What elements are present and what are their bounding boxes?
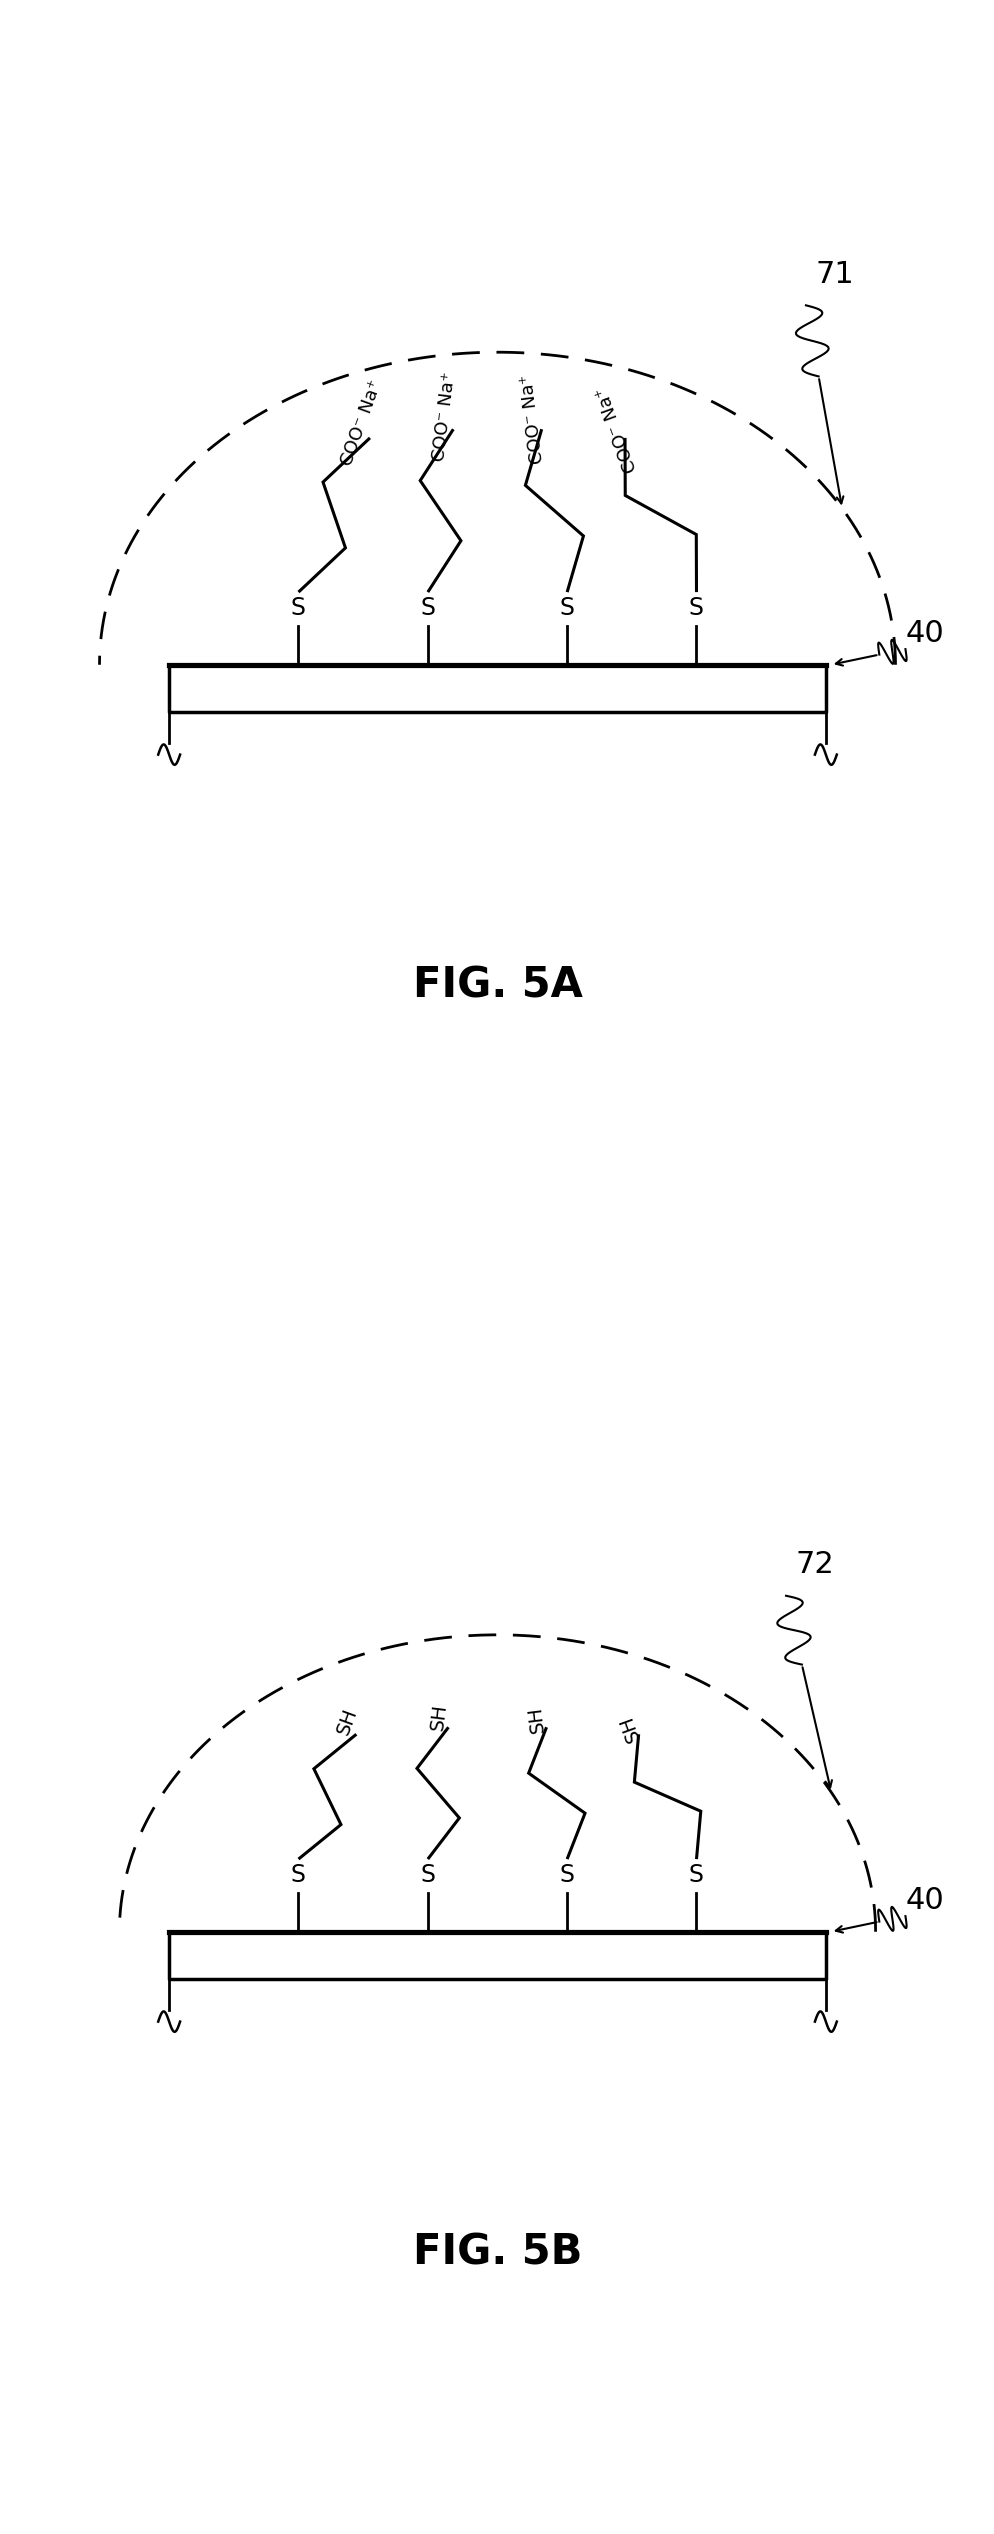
Text: SH: SH [526, 1705, 548, 1733]
Text: COO⁻ Na⁺: COO⁻ Na⁺ [337, 378, 385, 469]
Text: 72: 72 [795, 1551, 834, 1579]
Text: S: S [419, 1862, 435, 1888]
Text: 40: 40 [905, 1885, 943, 1916]
Text: COO⁻ Na⁺: COO⁻ Na⁺ [518, 372, 547, 464]
Text: SH: SH [615, 1713, 642, 1743]
Text: 71: 71 [815, 258, 854, 289]
Text: S: S [559, 595, 575, 621]
Text: SH: SH [427, 1703, 449, 1731]
Text: FIG. 5B: FIG. 5B [413, 2230, 581, 2273]
Text: 40: 40 [905, 618, 943, 649]
Text: S: S [290, 1862, 306, 1888]
Text: S: S [559, 1862, 575, 1888]
Text: S: S [290, 595, 306, 621]
Text: S: S [419, 595, 435, 621]
Text: S: S [688, 595, 704, 621]
Text: COO⁻ Na⁺: COO⁻ Na⁺ [592, 383, 640, 474]
Text: COO⁻ Na⁺: COO⁻ Na⁺ [429, 370, 458, 461]
Text: FIG. 5A: FIG. 5A [413, 963, 581, 1006]
Text: SH: SH [334, 1705, 361, 1738]
Text: S: S [688, 1862, 704, 1888]
